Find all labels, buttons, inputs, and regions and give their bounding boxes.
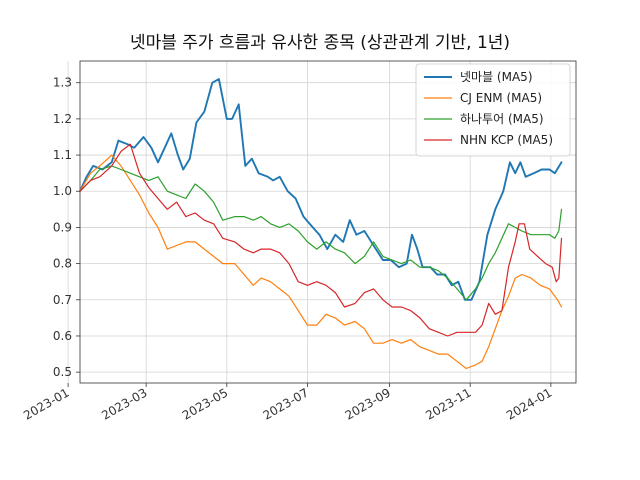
y-tick-label: 0.9 [53,220,72,234]
legend-box [415,63,571,157]
plot-area [79,60,577,384]
legend-label: 하나투어 (MA5) [460,112,544,126]
series-line-1 [79,78,563,301]
series-line-4 [79,143,563,337]
y-tick-label: 0.8 [53,257,72,271]
y-tick-label: 1.2 [53,112,72,126]
legend-label: CJ ENM (MA5) [460,91,542,105]
x-axis: 2023-01 2023-03 2023-05 2023-07 2023-09 2023-… [21,383,554,423]
y-tick-label: 1.0 [53,184,72,198]
series-layer [79,78,563,370]
chart-title: 넷마블 주가 흐름과 유사한 종목 (상관관계 기반, 1년) [130,33,510,53]
y-tick-label: 0.7 [53,293,72,307]
legend: 넷마블 (MA5) CJ ENM (MA5) 하나투어 (MA5) NHN KCP (… [415,63,571,157]
x-tick-label: 2023-11 [423,385,473,422]
series-line-3 [79,165,563,301]
legend-label: NHN KCP (MA5) [460,133,553,147]
x-tick-label: 2023-09 [343,385,393,422]
y-tick-label: 0.6 [53,329,72,343]
series-line-2 [79,154,563,370]
x-tick-label: 2023-01 [21,385,71,422]
legend-label: 넷마블 (MA5) [460,70,533,84]
y-tick-label: 1.3 [53,76,72,90]
y-axis: 0.5 0.6 0.7 0.8 0.9 1.0 1.1 1.2 1.3 [53,76,80,379]
y-tick-label: 0.5 [53,365,72,379]
x-tick-label: 2023-03 [99,385,149,422]
y-tick-label: 1.1 [53,148,72,162]
x-tick-label: 2023-05 [180,385,230,422]
x-tick-label: 2024-01 [504,385,554,422]
x-tick-label: 2023-07 [261,385,311,422]
